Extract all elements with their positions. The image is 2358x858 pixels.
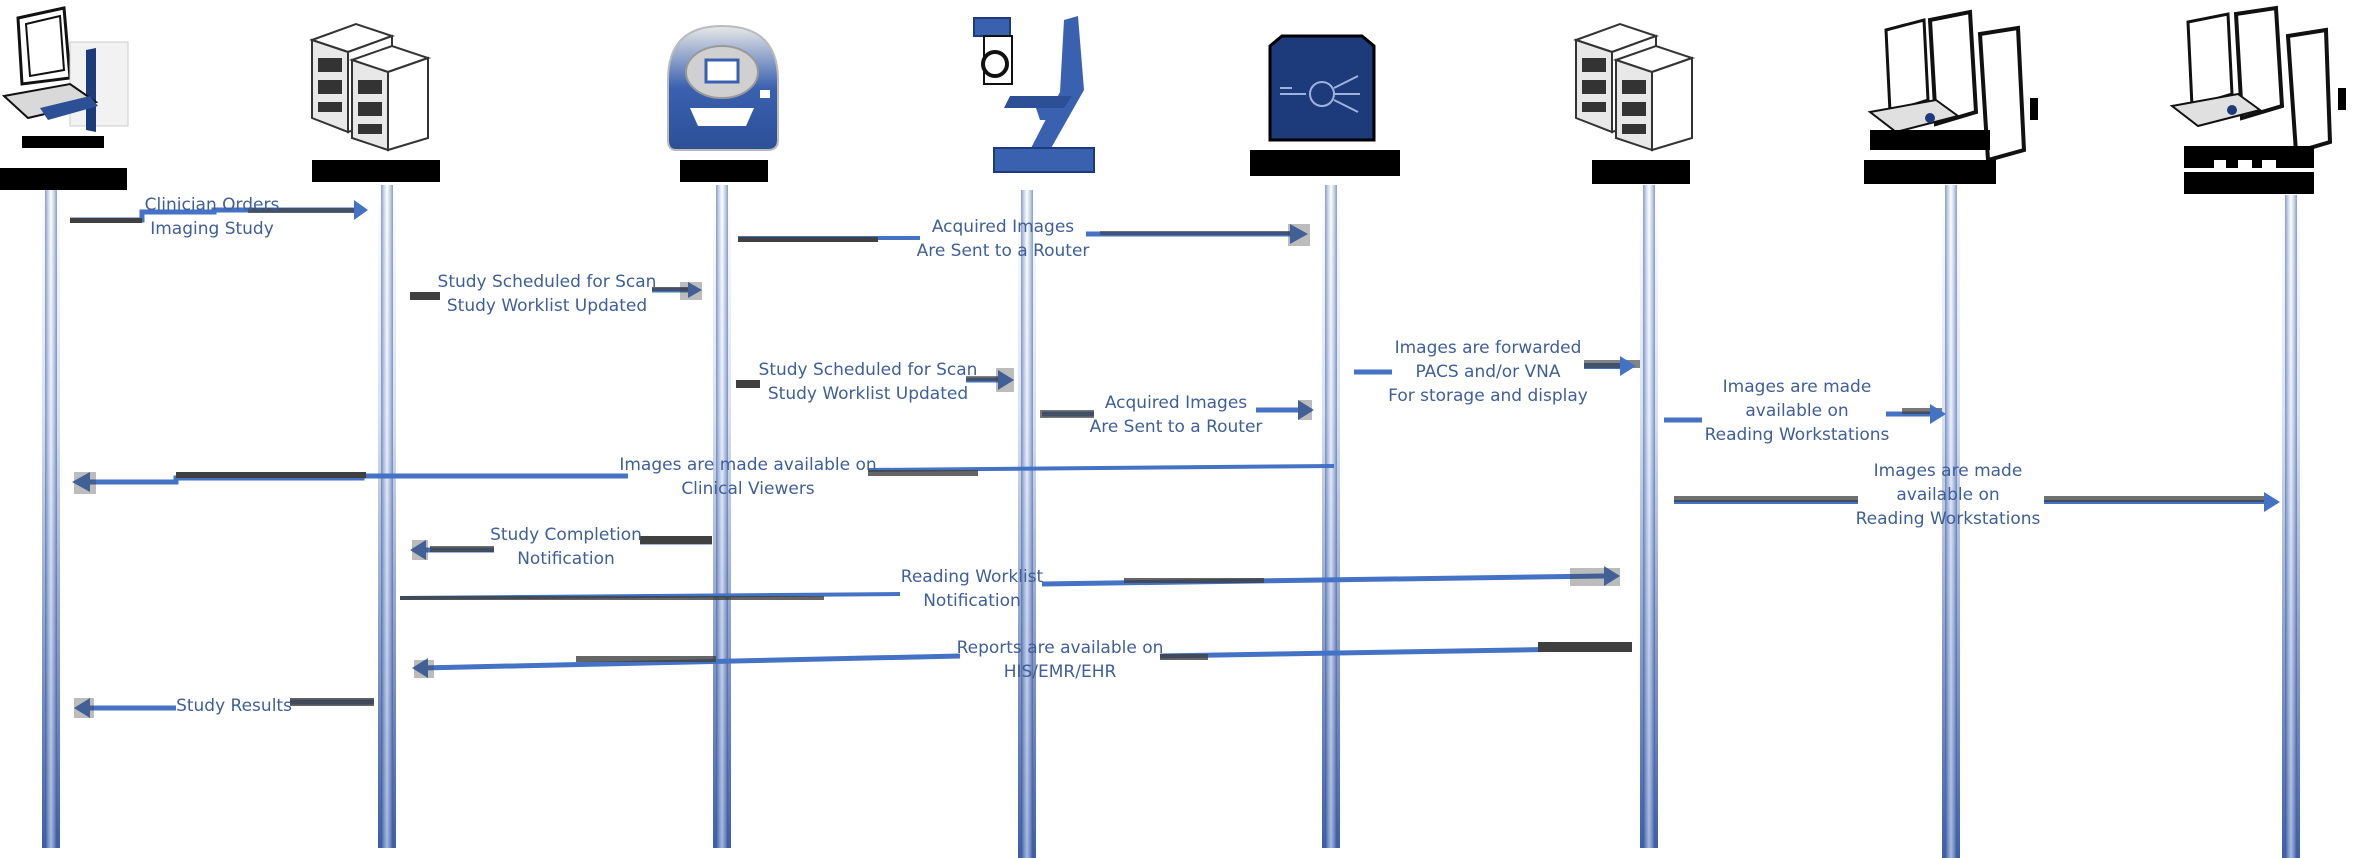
lifeline-router <box>1322 185 1340 848</box>
actor-label-box <box>0 168 127 190</box>
actor-label-box <box>1592 160 1690 184</box>
lifeline-reading-ws-1 <box>1942 185 1960 858</box>
actor-reading-ws-1 <box>1864 9 2038 184</box>
messages: Clinician Orders Imaging Study Acquired I… <box>70 195 2280 718</box>
message-study-results: Study Results <box>74 696 374 718</box>
lifeline-clinician <box>42 185 60 848</box>
actor-label-box <box>1250 150 1400 176</box>
message-images-reading-ws-1: Images are made available on Reading Works… <box>1664 377 1946 445</box>
multi-monitor-icon <box>2169 5 2346 155</box>
actor-label-box <box>680 160 768 182</box>
router-icon <box>1268 34 1376 142</box>
lifeline-reading-ws-2 <box>2282 195 2300 858</box>
actor-microscope <box>973 16 1095 173</box>
actors <box>0 5 2346 194</box>
message-study-scheduled-ct: Study Scheduled for Scan Study Worklist U… <box>410 272 702 316</box>
workstation-icon <box>1 6 129 148</box>
actor-label-box <box>1870 130 1990 150</box>
label-line: Study Completion Notification <box>490 525 642 569</box>
message-acquired-images-microscope: Acquired Images Are Sent to a Router <box>1040 393 1314 437</box>
actor-ct <box>667 24 779 182</box>
label-line: Images are made available on Reading Works… <box>1705 377 1890 445</box>
server-icon <box>308 22 432 152</box>
microscope-icon <box>973 16 1095 173</box>
message-images-forwarded: Images are forwarded PACS and/or VNA For s… <box>1354 338 1640 406</box>
message-images-clinical-viewers: Images are made available on Clinical Vie… <box>72 455 1335 499</box>
ct-scanner-icon <box>667 24 779 151</box>
server-icon <box>1572 22 1696 152</box>
lifeline-microscope <box>1018 190 1036 858</box>
label-line: Images are forwarded PACS and/or VNA For s… <box>1388 338 1588 406</box>
actor-router <box>1250 34 1400 176</box>
label-line: Reports are available on HIS/EMR/EHR <box>957 638 1164 682</box>
message-study-scheduled-microscope: Study Scheduled for Scan Study Worklist U… <box>736 360 1014 404</box>
label-line: Reading Worklist Notification <box>901 567 1044 611</box>
lifeline-ris <box>378 185 396 848</box>
label-line: Acquired Images Are Sent to a Router <box>917 217 1090 261</box>
actor-label-box <box>312 160 440 182</box>
message-reading-worklist: Reading Worklist Notification <box>399 566 1620 611</box>
actor-reading-ws-2 <box>2169 5 2346 194</box>
label-line: Acquired Images Are Sent to a Router <box>1090 393 1263 437</box>
label-line: Study Scheduled for Scan Study Worklist U… <box>438 272 657 316</box>
actor-clinician <box>0 6 129 190</box>
lifeline-ct <box>713 185 731 848</box>
label-line: Clinician Orders Imaging Study <box>145 195 280 239</box>
actor-pacs <box>1572 22 1696 184</box>
message-study-completion: Study Completion Notification <box>410 525 712 569</box>
multi-monitor-icon <box>1867 9 2038 163</box>
label-line: Study Results <box>176 696 292 716</box>
message-clinician-orders: Clinician Orders Imaging Study <box>70 195 368 239</box>
message-images-reading-ws-2: Images are made available on Reading Works… <box>1674 461 2280 529</box>
message-reports-available: Reports are available on HIS/EMR/EHR <box>412 638 1633 682</box>
actor-ris <box>308 22 440 182</box>
label-line: Images are made available on Clinical Vie… <box>619 455 876 499</box>
lifeline-pacs <box>1640 185 1658 848</box>
actor-label-box <box>1864 160 1996 184</box>
message-acquired-images-ct: Acquired Images Are Sent to a Router <box>738 217 1310 261</box>
label-line: Study Scheduled for Scan Study Worklist U… <box>759 360 978 404</box>
lifelines <box>42 185 2300 858</box>
actor-label-box <box>2184 172 2314 194</box>
label-line: Images are made available on Reading Works… <box>1856 461 2041 529</box>
